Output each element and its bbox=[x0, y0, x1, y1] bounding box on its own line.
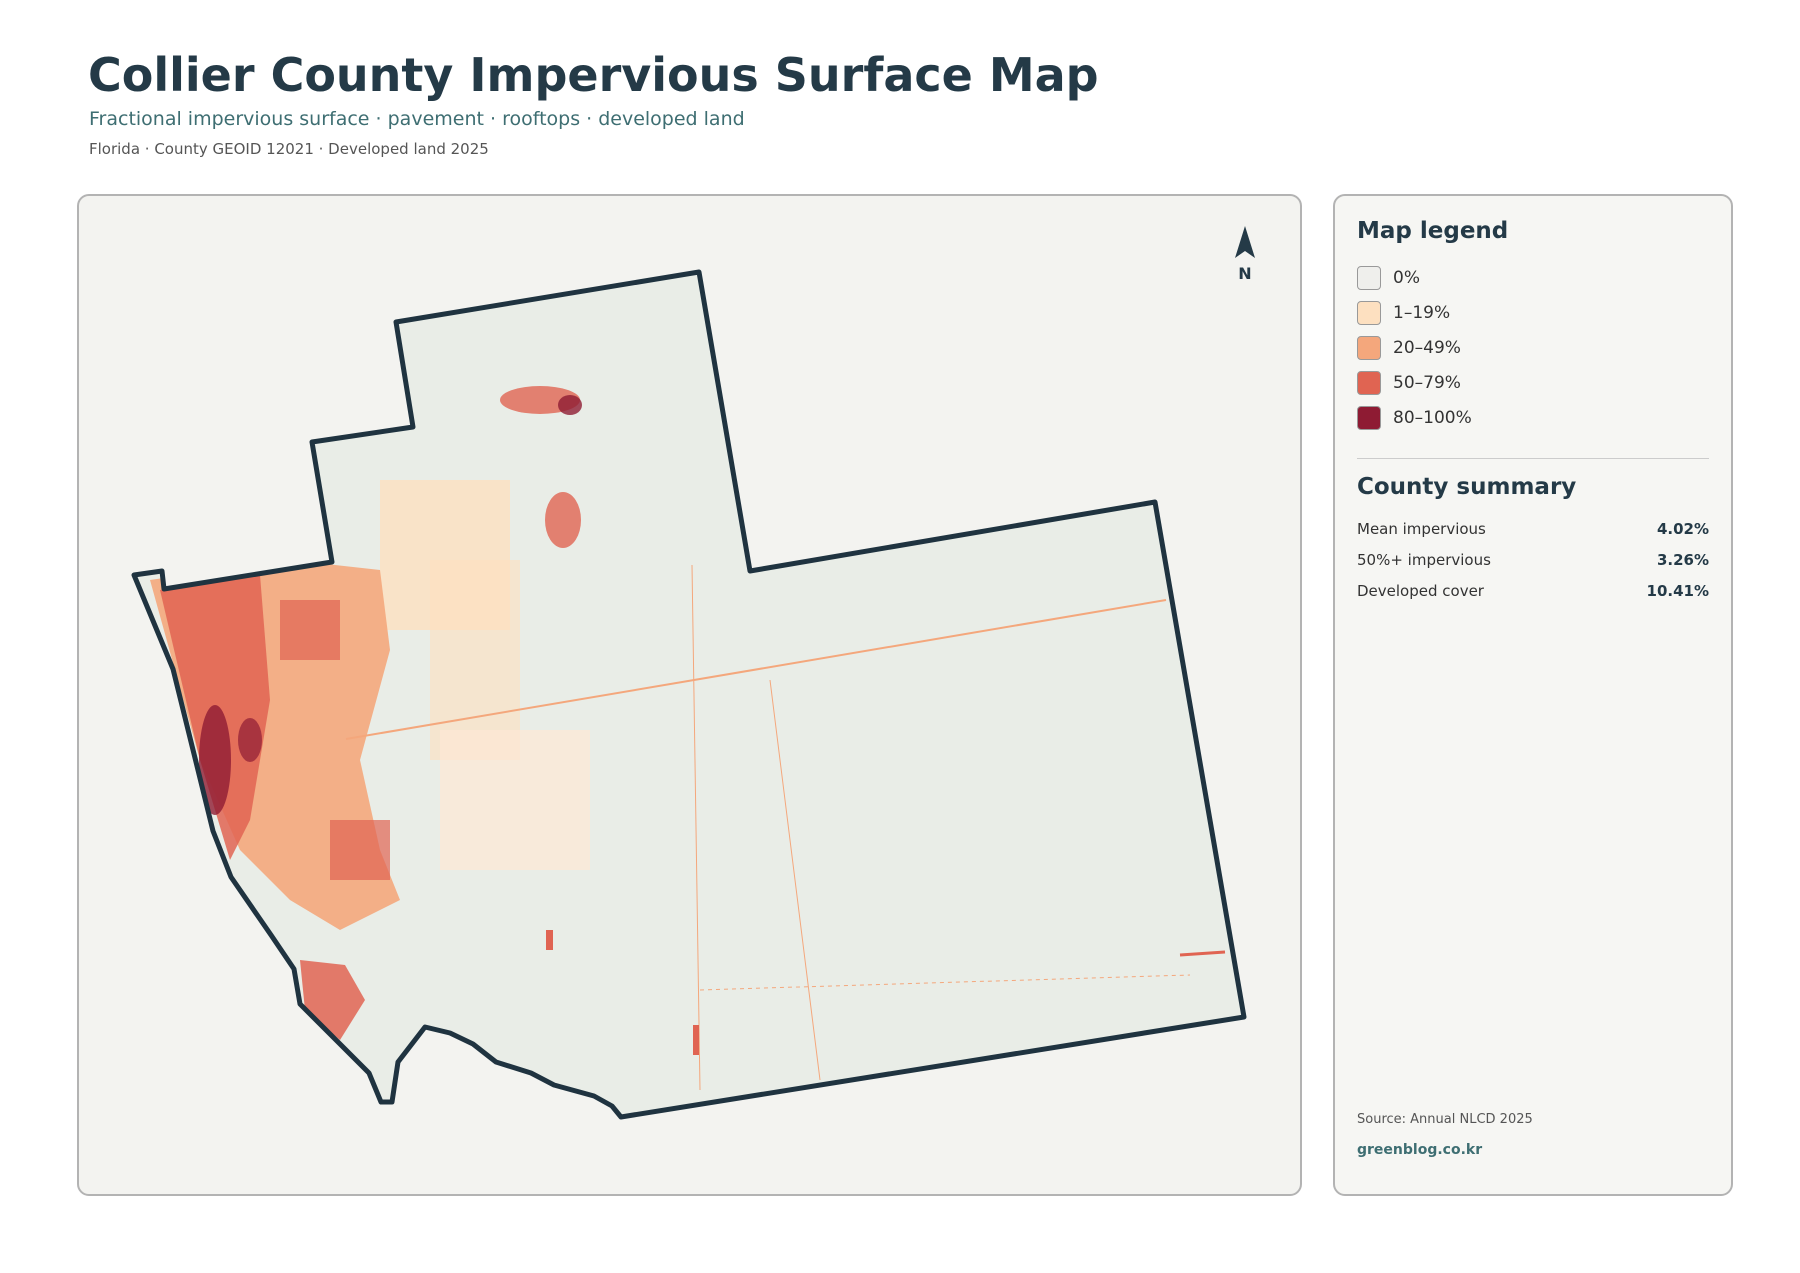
legend-label: 80–100% bbox=[1393, 408, 1472, 428]
legend-label: 0% bbox=[1393, 268, 1420, 288]
legend-panel: Map legend 0% 1–19% 20–49% 50–79% 80–100% Co… bbox=[1333, 194, 1733, 1196]
legend-item: 20–49% bbox=[1357, 336, 1461, 360]
legend-label: 50–79% bbox=[1393, 373, 1461, 393]
summary-label: Mean impervious bbox=[1357, 520, 1486, 538]
source: Source: Annual NLCD 2025 bbox=[1357, 1112, 1533, 1127]
summary-value: 10.41% bbox=[1646, 582, 1709, 600]
title: Collier County Impervious Surface Map bbox=[88, 48, 1099, 102]
summary-row: 50%+ impervious 3.26% bbox=[1357, 551, 1709, 569]
north-label: N bbox=[1238, 264, 1251, 283]
legend-swatch bbox=[1357, 336, 1381, 360]
legend-item: 80–100% bbox=[1357, 406, 1472, 430]
legend-item: 50–79% bbox=[1357, 371, 1461, 395]
legend-item: 1–19% bbox=[1357, 301, 1450, 325]
legend-swatch bbox=[1357, 301, 1381, 325]
summary-label: Developed cover bbox=[1357, 582, 1484, 600]
legend-swatch bbox=[1357, 371, 1381, 395]
summary-row: Developed cover 10.41% bbox=[1357, 582, 1709, 600]
legend-label: 1–19% bbox=[1393, 303, 1451, 323]
county-boundary bbox=[131, 269, 1247, 1120]
summary-label: 50%+ impervious bbox=[1357, 551, 1491, 569]
summary-row: Mean impervious 4.02% bbox=[1357, 520, 1709, 538]
meta: Florida · County GEOID 12021 · Developed… bbox=[89, 140, 489, 158]
subtitle: Fractional impervious surface · pavement… bbox=[89, 108, 745, 130]
legend-swatch bbox=[1357, 266, 1381, 290]
map-panel: N bbox=[77, 194, 1302, 1196]
impervious-layer bbox=[150, 386, 1226, 1091]
summary-value: 3.26% bbox=[1656, 551, 1709, 569]
legend-label: 20–49% bbox=[1393, 338, 1461, 358]
legend-item: 0% bbox=[1357, 266, 1420, 290]
summary-title: County summary bbox=[1357, 474, 1577, 500]
north-arrow bbox=[1235, 226, 1255, 258]
map: N bbox=[131, 226, 1255, 1120]
site: greenblog.co.kr bbox=[1357, 1142, 1483, 1158]
legend-title: Map legend bbox=[1357, 218, 1509, 244]
summary-value: 4.02% bbox=[1656, 520, 1709, 538]
divider bbox=[1357, 458, 1709, 459]
legend-swatch bbox=[1357, 406, 1381, 430]
